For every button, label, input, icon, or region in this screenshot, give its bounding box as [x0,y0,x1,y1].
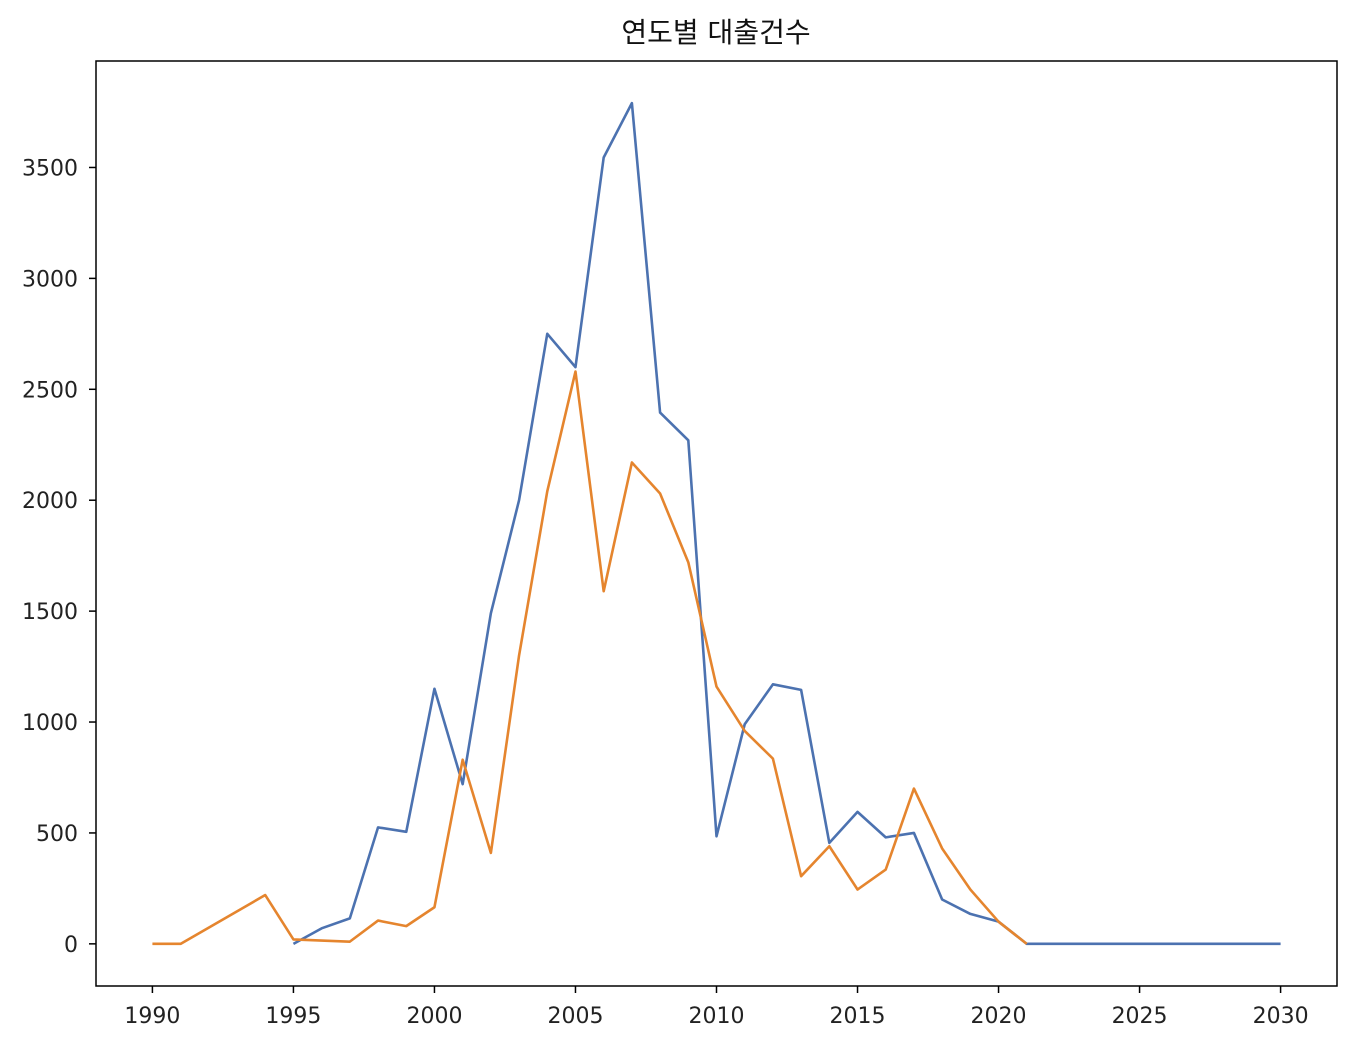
plot-lines [152,101,1281,946]
y-tick-label: 3000 [22,267,78,292]
x-axis: 1990 1995 2000 2005 2010 2015 2020 2025 2030 [124,986,1309,1029]
y-tick-label: 1500 [22,600,78,625]
y-tick-label: 0 [64,933,78,958]
x-tick-label: 1995 [265,1004,321,1029]
series-line-2 [152,370,1028,946]
x-tick-label: 2000 [406,1004,462,1029]
y-tick-label: 2000 [22,489,78,514]
y-tick-label: 3500 [22,156,78,181]
y-tick-label: 500 [36,822,78,847]
series-line-1 [292,101,1281,946]
y-tick-label: 1000 [22,711,78,736]
x-tick-label: 2015 [830,1004,886,1029]
x-tick-label: 2030 [1253,1004,1309,1029]
x-tick-label: 2005 [547,1004,603,1029]
x-tick-label: 1990 [124,1004,180,1029]
y-tick-label: 2500 [22,378,78,403]
x-tick-label: 2020 [971,1004,1027,1029]
y-axis: 0 500 1000 1500 2000 2500 3000 3500 [22,156,96,958]
x-tick-label: 2010 [689,1004,745,1029]
plot-frame [95,60,1338,987]
x-tick-label: 2025 [1112,1004,1168,1029]
chart-title: 연도별 대출건수 [621,16,810,49]
